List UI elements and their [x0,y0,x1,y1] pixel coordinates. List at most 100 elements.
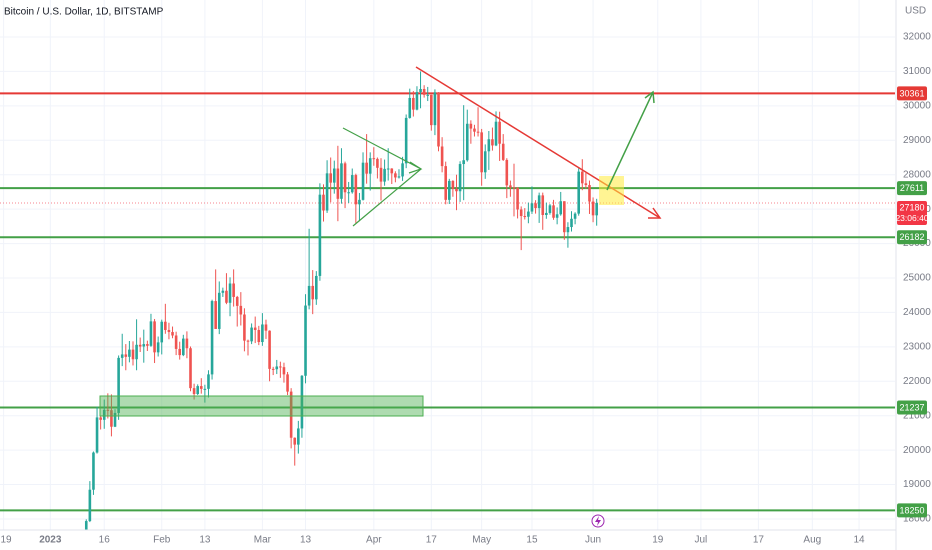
candle-body [185,338,189,349]
candle-body [171,332,174,336]
candle-body [577,171,580,214]
candle-body [315,275,318,300]
candle-body [279,366,282,368]
candle-body [325,173,329,211]
candle-body [92,452,95,490]
candle-body [563,201,566,233]
candle-body [203,388,207,390]
candle-body [426,94,430,96]
y-tick-label: 20000 [903,445,931,456]
candle-body [469,123,473,129]
candle-body [361,162,365,200]
triangle-upper [342,127,422,170]
x-tick-label: 15 [526,535,538,546]
candle-body [117,357,120,413]
x-tick-label: 16 [99,535,111,546]
candle-body [483,151,487,173]
candle-body [243,314,246,341]
x-tick-label: 19 [652,535,664,546]
candle-body [304,305,307,376]
candle-body [221,290,225,293]
candle-body [196,386,199,395]
candle-body [289,391,293,438]
candles [77,71,598,550]
countdown-label: 23:06:40 [895,213,928,223]
x-tick-label: Jul [695,535,708,546]
candle-body [408,97,412,118]
candle-body [311,285,315,300]
y-tick-label: 31000 [903,66,931,77]
candle-body [286,374,289,392]
candle-body [451,180,455,189]
x-tick-label: Mar [254,535,272,546]
candle-body [390,168,394,174]
candle-body [444,166,448,200]
candle-body [552,205,555,218]
candle-body [235,296,239,306]
candle-body [462,160,465,165]
candle-body [415,92,419,110]
candle-body [465,123,469,161]
candle-body [555,214,559,218]
candle-body [192,388,196,395]
candle-body [440,146,444,167]
candle-body [404,117,408,164]
candle-body [322,194,325,211]
candle-body [120,354,124,358]
candle-body [386,168,390,170]
candle-body [591,201,595,216]
candle-body [447,180,451,200]
y-tick-label: 19000 [903,479,931,490]
level-tag [897,230,927,245]
grid [0,0,895,530]
candle-body [498,121,501,144]
candle-body [113,412,117,427]
candle-body [412,97,415,110]
candle-body [376,158,379,168]
candle-body [354,175,358,205]
candle-body [383,168,386,182]
y-tick-label: 29000 [903,135,931,146]
target-arrow [606,91,654,191]
candle-body [225,290,228,303]
level-tag [897,503,927,518]
candle-body [476,131,480,133]
candle-body [199,386,203,389]
drawings [99,66,662,528]
x-tick-label: 17 [753,535,765,546]
last-price-tag [897,200,927,225]
candle-body [182,338,185,356]
candle-body [430,94,433,126]
candle-body [207,374,210,389]
candle-body [437,92,440,147]
candle-body [246,340,250,342]
candle-body [595,202,598,216]
y-tick-label: 32000 [903,32,931,43]
candle-body [530,203,534,212]
candle-body [268,330,271,369]
candle-body [548,205,552,213]
x-tick-label: May [472,535,491,546]
candle-body [146,344,149,346]
candle-body [566,227,570,233]
candle-body [516,187,519,210]
chart-title: Bitcoin / U.S. Dollar, 1D, BITSTAMP [4,7,164,18]
candle-body [458,164,462,192]
candle-body [131,349,135,360]
candle-body [210,301,214,375]
candle-body [332,168,336,183]
y-tick-label: 21000 [903,410,931,421]
candle-body [491,139,494,146]
candle-body [138,344,142,347]
x-tick-label: 14 [853,535,865,546]
y-tick-label: 22000 [903,376,931,387]
x-tick-label: Feb [153,535,171,546]
candle-body [160,321,164,343]
y-tick-label: 30000 [903,101,931,112]
level-tag-label: 26182 [899,232,924,242]
event-icon-bolt [595,516,601,526]
candle-body [271,368,275,370]
level-tag-label: 18250 [899,505,924,515]
